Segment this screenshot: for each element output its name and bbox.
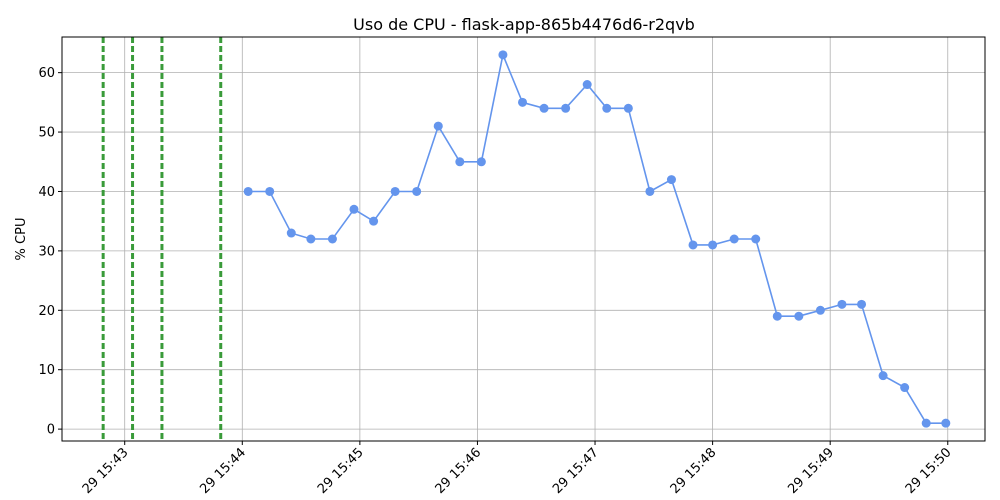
data-point [730,235,739,244]
data-point [328,235,337,244]
data-point [244,187,253,196]
data-point [518,98,527,107]
x-tick-label: 29 15:45 [315,445,367,497]
data-point [857,300,866,309]
data-point [645,187,654,196]
grid-lines [62,37,985,441]
data-point [306,235,315,244]
y-tick-label: 40 [38,185,55,200]
x-tick-label: 29 15:44 [197,445,249,497]
data-point [922,419,931,428]
data-point [265,187,274,196]
x-tick-label: 29 15:47 [550,445,602,497]
data-point [540,104,549,113]
data-point [602,104,611,113]
data-point [287,229,296,238]
y-axis-label: % CPU [14,218,29,261]
data-point [816,306,825,315]
x-tick-label: 29 15:43 [80,445,132,497]
y-axis-ticks: 0 10 20 30 40 50 60 [38,66,62,437]
cpu-series [244,50,951,427]
data-point [837,300,846,309]
data-point [498,50,507,59]
y-tick-label: 10 [38,363,55,378]
data-point [349,205,358,214]
data-point [391,187,400,196]
data-point [624,104,633,113]
y-tick-label: 30 [38,244,55,259]
data-point [369,217,378,226]
data-point [708,240,717,249]
data-point [941,419,950,428]
plot-area-frame [62,37,985,441]
series-line [248,55,946,423]
y-tick-label: 20 [38,304,55,319]
x-tick-label: 29 15:49 [785,445,837,497]
data-point [773,312,782,321]
x-tick-label: 29 15:46 [433,445,485,497]
data-point [879,371,888,380]
x-axis-ticks: 29 15:43 29 15:44 29 15:45 29 15:46 29 15:47… [80,441,955,497]
data-point [583,80,592,89]
x-tick-label: 29 15:50 [903,445,955,497]
y-tick-label: 60 [38,66,55,81]
data-point [794,312,803,321]
data-point [667,175,676,184]
data-point [561,104,570,113]
data-point [689,240,698,249]
vertical-marker-lines [103,37,221,441]
data-point [412,187,421,196]
data-point [455,157,464,166]
x-tick-label: 29 15:48 [668,445,720,497]
data-point [477,157,486,166]
data-point [900,383,909,392]
data-point [751,235,760,244]
y-tick-label: 0 [47,423,55,438]
chart-title: Uso de CPU - flask-app-865b4476d6-r2qvb [353,15,695,34]
y-tick-label: 50 [38,126,55,141]
data-point [434,122,443,131]
